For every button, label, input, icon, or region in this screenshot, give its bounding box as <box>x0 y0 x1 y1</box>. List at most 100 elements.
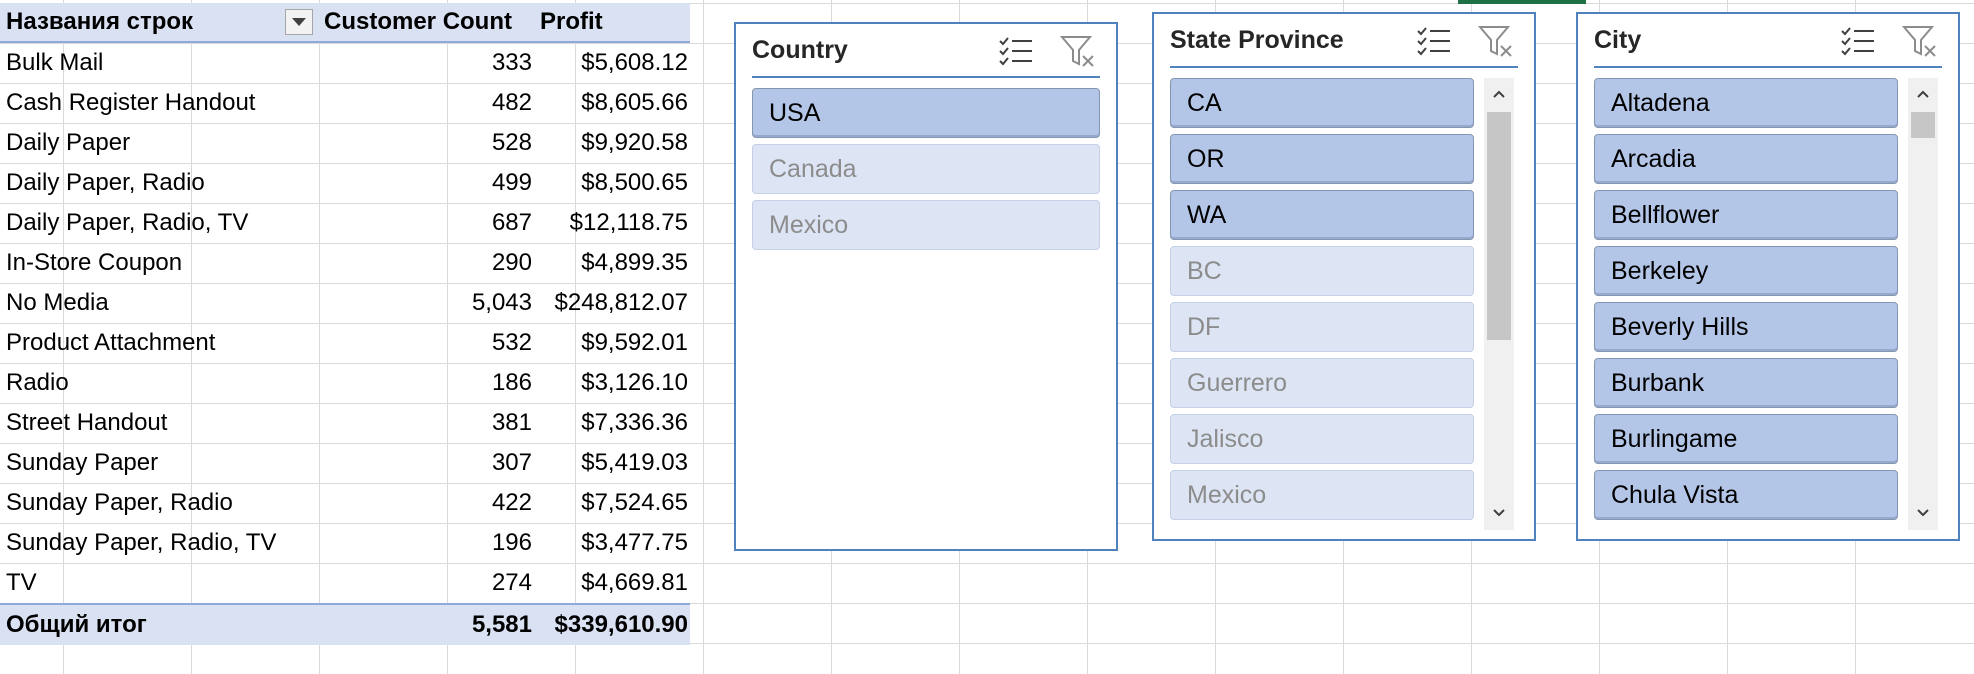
grand-total-profit: $339,610.90 <box>554 611 688 638</box>
profit-cell: $4,669.81 <box>581 569 688 596</box>
row-labels-filter-button[interactable] <box>285 9 313 35</box>
grand-total-label: Общий итог <box>6 611 147 638</box>
table-row[interactable]: Cash Register Handout 482 $8,605.66 <box>0 83 690 123</box>
scroll-up-icon[interactable] <box>1489 84 1509 104</box>
customer-count-cell: 381 <box>491 409 532 436</box>
table-row[interactable]: Daily Paper, Radio 499 $8,500.65 <box>0 163 690 203</box>
row-labels-header: Названия строк <box>6 8 194 35</box>
scroll-up-icon[interactable] <box>1913 84 1933 104</box>
row-label: In-Store Coupon <box>6 249 183 276</box>
slicer-item-city[interactable]: Burlingame <box>1594 414 1898 464</box>
city-slicer-separator <box>1594 66 1942 68</box>
customer-count-cell: 528 <box>491 129 532 156</box>
slicer-item-state[interactable]: BC <box>1170 246 1474 296</box>
country-slicer[interactable]: Country USA Canada Mexico <box>734 22 1118 551</box>
table-row[interactable]: TV 274 $4,669.81 <box>0 563 690 603</box>
row-label: Cash Register Handout <box>6 89 256 116</box>
multi-select-icon[interactable] <box>1416 24 1452 58</box>
slicer-item-city[interactable]: Arcadia <box>1594 134 1898 184</box>
customer-count-cell: 186 <box>491 369 532 396</box>
scroll-down-icon[interactable] <box>1489 502 1509 522</box>
slicer-item-state[interactable]: CA <box>1170 78 1474 128</box>
row-label: Product Attachment <box>6 329 216 356</box>
profit-cell: $9,920.58 <box>581 129 688 156</box>
city-scroll-thumb[interactable] <box>1911 112 1935 138</box>
profit-cell: $248,812.07 <box>554 289 688 316</box>
table-row[interactable]: Sunday Paper 307 $5,419.03 <box>0 443 690 483</box>
table-row[interactable]: Daily Paper, Radio, TV 687 $12,118.75 <box>0 203 690 243</box>
customer-count-cell: 274 <box>491 569 532 596</box>
table-row[interactable]: Radio 186 $3,126.10 <box>0 363 690 403</box>
slicer-item-country[interactable]: Mexico <box>752 200 1100 250</box>
state-province-slicer-title: State Province <box>1170 26 1344 54</box>
pivot-table: Названия строк Customer Count Profit Bul… <box>0 3 690 645</box>
row-label: Bulk Mail <box>6 49 104 76</box>
customer-count-cell: 5,043 <box>471 289 532 316</box>
scroll-down-icon[interactable] <box>1913 502 1933 522</box>
grand-total-row: Общий итог 5,581 $339,610.90 <box>0 603 690 645</box>
slicer-item-state[interactable]: Guerrero <box>1170 358 1474 408</box>
customer-count-cell: 196 <box>491 529 532 556</box>
slicer-item-city[interactable]: Chula Vista <box>1594 470 1898 520</box>
slicer-item-city[interactable]: Beverly Hills <box>1594 302 1898 352</box>
multi-select-icon[interactable] <box>1840 24 1876 58</box>
slicer-item-city[interactable]: Bellflower <box>1594 190 1898 240</box>
state-province-slicer[interactable]: State Province CA OR WA BC DF Guerrero Jalisco… <box>1152 12 1536 541</box>
row-label: TV <box>6 569 37 596</box>
profit-cell: $8,500.65 <box>581 169 688 196</box>
row-label: Radio <box>6 369 69 396</box>
slicer-item-state[interactable]: Jalisco <box>1170 414 1474 464</box>
customer-count-cell: 290 <box>491 249 532 276</box>
row-label: Daily Paper, Radio, TV <box>6 209 249 236</box>
state-province-scrollbar[interactable] <box>1484 78 1514 530</box>
city-slicer[interactable]: City Altadena Arcadia Bellflower Berkeley Be… <box>1576 12 1960 541</box>
row-label: Sunday Paper <box>6 449 159 476</box>
city-scrollbar[interactable] <box>1908 78 1938 530</box>
multi-select-icon[interactable] <box>998 34 1034 68</box>
table-row[interactable]: Product Attachment 532 $9,592.01 <box>0 323 690 363</box>
slicer-item-state[interactable]: OR <box>1170 134 1474 184</box>
profit-cell: $12,118.75 <box>569 209 688 236</box>
table-row[interactable]: No Media 5,043 $248,812.07 <box>0 283 690 323</box>
country-slicer-title: Country <box>752 36 848 64</box>
customer-count-cell: 422 <box>491 489 532 516</box>
customer-count-header: Customer Count <box>324 8 512 35</box>
slicer-item-state[interactable]: WA <box>1170 190 1474 240</box>
clear-filter-icon[interactable] <box>1059 34 1096 68</box>
profit-header: Profit <box>540 8 603 35</box>
slicer-item-country[interactable]: USA <box>752 88 1100 138</box>
grand-total-count: 5,581 <box>471 611 532 638</box>
table-row[interactable]: Sunday Paper, Radio, TV 196 $3,477.75 <box>0 523 690 563</box>
slicer-item-country[interactable]: Canada <box>752 144 1100 194</box>
profit-cell: $3,477.75 <box>581 529 688 556</box>
slicer-item-city[interactable]: Berkeley <box>1594 246 1898 296</box>
customer-count-cell: 333 <box>491 49 532 76</box>
row-label: Daily Paper, Radio <box>6 169 205 196</box>
row-label: No Media <box>6 289 109 316</box>
customer-count-cell: 532 <box>491 329 532 356</box>
row-label: Sunday Paper, Radio <box>6 489 233 516</box>
table-row[interactable]: Sunday Paper, Radio 422 $7,524.65 <box>0 483 690 523</box>
customer-count-cell: 307 <box>491 449 532 476</box>
clear-filter-icon[interactable] <box>1477 24 1514 58</box>
pivot-header-row: Названия строк Customer Count Profit <box>0 3 690 43</box>
table-row[interactable]: Bulk Mail 333 $5,608.12 <box>0 43 690 83</box>
profit-cell: $5,419.03 <box>581 449 688 476</box>
row-label: Street Handout <box>6 409 168 436</box>
table-row[interactable]: Street Handout 381 $7,336.36 <box>0 403 690 443</box>
slicer-item-state[interactable]: Mexico <box>1170 470 1474 520</box>
customer-count-cell: 499 <box>491 169 532 196</box>
customer-count-cell: 482 <box>491 89 532 116</box>
profit-cell: $7,336.36 <box>581 409 688 436</box>
state-province-scroll-thumb[interactable] <box>1487 112 1511 340</box>
table-row[interactable]: Daily Paper 528 $9,920.58 <box>0 123 690 163</box>
row-label: Daily Paper <box>6 129 131 156</box>
profit-cell: $4,899.35 <box>581 249 688 276</box>
profit-cell: $5,608.12 <box>581 49 688 76</box>
slicer-item-state[interactable]: DF <box>1170 302 1474 352</box>
state-province-slicer-separator <box>1170 66 1518 68</box>
slicer-item-city[interactable]: Altadena <box>1594 78 1898 128</box>
table-row[interactable]: In-Store Coupon 290 $4,899.35 <box>0 243 690 283</box>
clear-filter-icon[interactable] <box>1901 24 1938 58</box>
slicer-item-city[interactable]: Burbank <box>1594 358 1898 408</box>
